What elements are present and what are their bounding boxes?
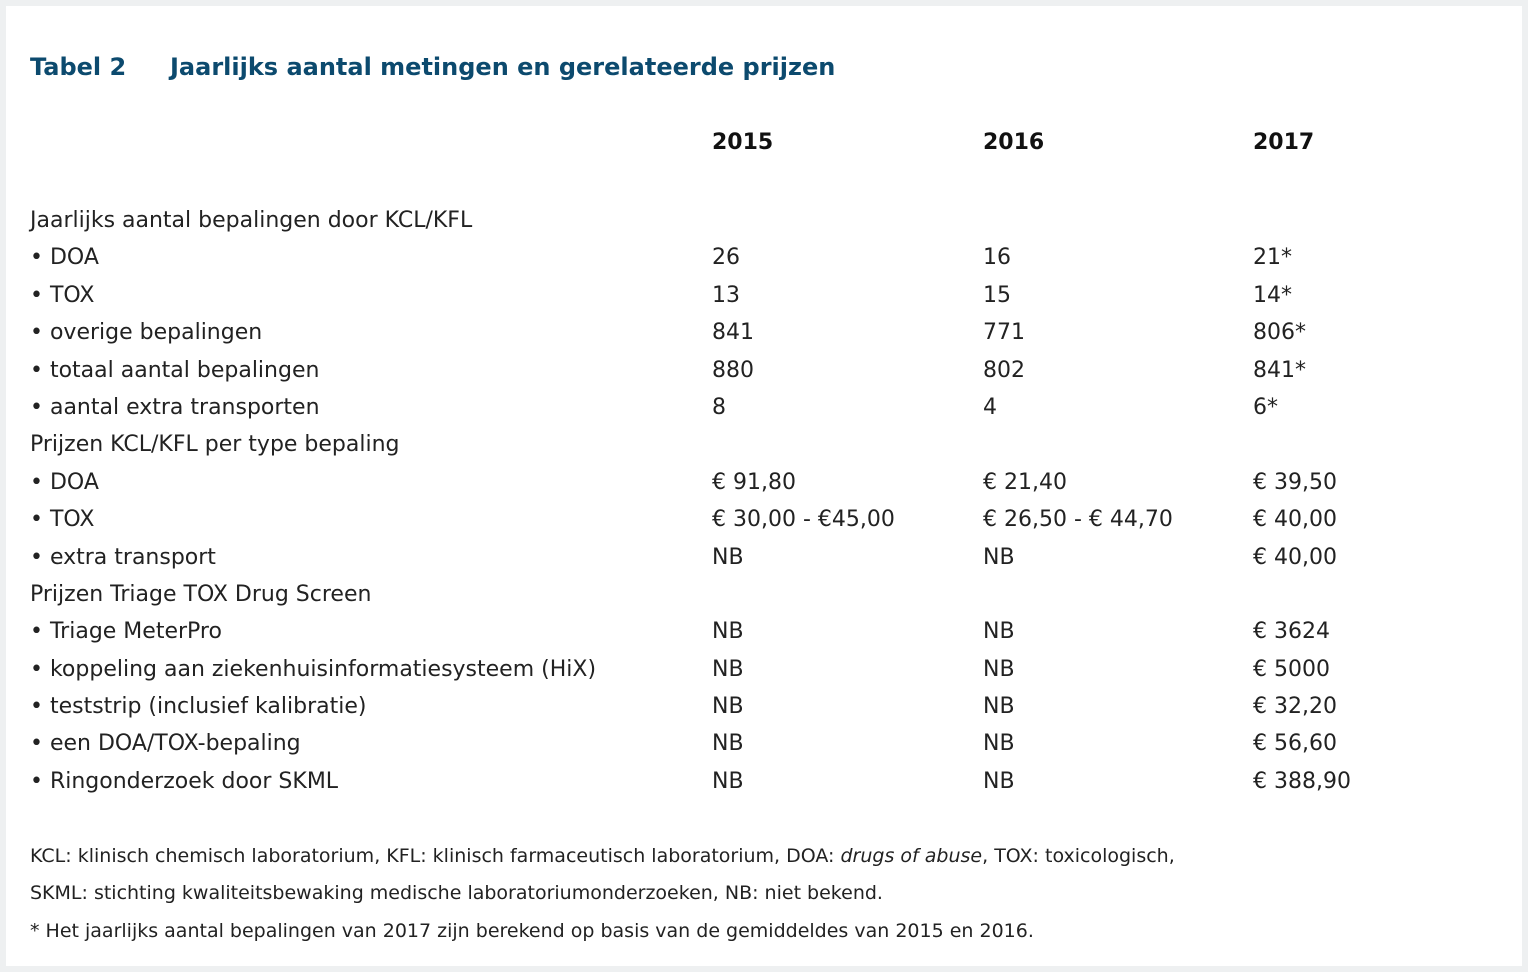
cell-2016: € 21,40 <box>983 469 1067 495</box>
cell-2017: € 39,50 <box>1253 469 1337 495</box>
row-label: • een DOA/TOX-bepaling <box>30 731 301 757</box>
cell-2015: NB <box>712 656 744 682</box>
column-header-2016: 2016 <box>983 130 1045 155</box>
row-label: • totaal aantal bepalingen <box>30 357 320 383</box>
cell-2016: 15 <box>983 282 1011 308</box>
table-title: Tabel 2 Jaarlijks aantal metingen en gere… <box>30 53 835 81</box>
row-label: • DOA <box>30 469 99 495</box>
cell-2015: NB <box>712 619 744 645</box>
cell-2015: NB <box>712 694 744 720</box>
footnote-asterisk: * Het jaarlijks aantal bepalingen van 20… <box>30 919 1034 942</box>
cell-2016: 4 <box>983 394 997 420</box>
cell-2016: NB <box>983 731 1015 757</box>
cell-2016: NB <box>983 544 1015 570</box>
cell-2015: € 91,80 <box>712 469 796 495</box>
row-label: Prijzen KCL/KFL per type bepaling <box>30 432 400 458</box>
row-label: • Ringonderzoek door SKML <box>30 768 339 794</box>
footnote-abbreviations: KCL: klinisch chemisch laboratorium, KFL… <box>30 838 1490 875</box>
table-row: Prijzen KCL/KFL per type bepaling <box>6 426 1522 463</box>
row-label: • extra transport <box>30 544 216 570</box>
cell-2017: € 56,60 <box>1253 731 1337 757</box>
footnote-italic-term: drugs of abuse <box>840 845 983 867</box>
table-row: • Ringonderzoek door SKML NB NB € 388,90 <box>6 763 1522 800</box>
row-label: • Triage MeterPro <box>30 619 222 645</box>
cell-2015: NB <box>712 768 744 794</box>
cell-2015: NB <box>712 731 744 757</box>
cell-2017: € 32,20 <box>1253 694 1337 720</box>
row-label: • koppeling aan ziekenhuisinformatiesyst… <box>30 656 597 682</box>
table-footnotes: KCL: klinisch chemisch laboratorium, KFL… <box>30 838 1490 950</box>
row-label: • aantal extra transporten <box>30 394 320 420</box>
table-row: • koppeling aan ziekenhuisinformatiesyst… <box>6 651 1522 688</box>
cell-2017: 6* <box>1253 394 1278 420</box>
table-row: • Triage MeterPro NB NB € 3624 <box>6 613 1522 650</box>
cell-2015: 8 <box>712 394 726 420</box>
column-header-2017: 2017 <box>1253 130 1315 155</box>
cell-2015: € 30,00 - €45,00 <box>712 507 895 533</box>
row-label: Jaarlijks aantal bepalingen door KCL/KFL <box>30 208 473 233</box>
row-label: Prijzen Triage TOX Drug Screen <box>30 581 372 607</box>
cell-2015: 880 <box>712 357 754 383</box>
row-label: • DOA <box>30 245 99 271</box>
table-row: • TOX 13 15 14* <box>6 277 1522 314</box>
cell-2015: 26 <box>712 245 740 271</box>
cell-2016: NB <box>983 656 1015 682</box>
table-number: Tabel 2 <box>30 53 127 81</box>
cell-2016: NB <box>983 619 1015 645</box>
footnote-abbreviations-cont: SKML: stichting kwaliteitsbewaking medis… <box>30 882 883 905</box>
cell-2017: € 40,00 <box>1253 507 1337 533</box>
table-row: • een DOA/TOX-bepaling NB NB € 56,60 <box>6 725 1522 762</box>
row-label: • teststrip (inclusief kalibratie) <box>30 694 367 720</box>
cell-2016: NB <box>983 694 1015 720</box>
table-row: • DOA 26 16 21* <box>6 239 1522 276</box>
table-panel: Tabel 2 Jaarlijks aantal metingen en gere… <box>6 6 1522 966</box>
cell-2017: € 5000 <box>1253 656 1330 682</box>
cell-2017: 841* <box>1253 357 1306 383</box>
cell-2017: € 388,90 <box>1253 768 1351 794</box>
cell-2017: € 3624 <box>1253 619 1330 645</box>
cell-2015: NB <box>712 544 744 570</box>
table-caption: Jaarlijks aantal metingen en gerelateerd… <box>170 53 836 81</box>
cell-2017: 806* <box>1253 320 1306 346</box>
cell-2015: 13 <box>712 282 740 308</box>
table-row: • totaal aantal bepalingen 880 802 841* <box>6 352 1522 389</box>
table-row: • TOX € 30,00 - €45,00 € 26,50 - € 44,70 € … <box>6 501 1522 538</box>
table-row: • aantal extra transporten 8 4 6* <box>6 389 1522 426</box>
row-label: • overige bepalingen <box>30 320 263 346</box>
cell-2017: € 40,00 <box>1253 544 1337 570</box>
cell-2016: 802 <box>983 357 1025 383</box>
footnote-text: KCL: klinisch chemisch laboratorium, KFL… <box>30 845 841 867</box>
row-label: • TOX <box>30 282 95 308</box>
cell-2017: 14* <box>1253 282 1292 308</box>
column-header-2015: 2015 <box>712 130 774 155</box>
row-label: • TOX <box>30 507 95 533</box>
cell-2016: 771 <box>983 320 1025 346</box>
table-body: Jaarlijks aantal bepalingen door KCL/KFL… <box>6 202 1522 800</box>
table-row: • teststrip (inclusief kalibratie) NB NB € … <box>6 688 1522 725</box>
table-row: • extra transport NB NB € 40,00 <box>6 539 1522 576</box>
cell-2016: NB <box>983 768 1015 794</box>
cell-2015: 841 <box>712 320 754 346</box>
footnote-text: , TOX: toxicologisch, <box>982 845 1175 867</box>
cell-2016: 16 <box>983 245 1011 271</box>
cell-2016: € 26,50 - € 44,70 <box>983 507 1173 533</box>
cell-2017: 21* <box>1253 245 1292 271</box>
table-row: Prijzen Triage TOX Drug Screen <box>6 576 1522 613</box>
table-row: • DOA € 91,80 € 21,40 € 39,50 <box>6 464 1522 501</box>
table-row: • overige bepalingen 841 771 806* <box>6 314 1522 351</box>
table-row: Jaarlijks aantal bepalingen door KCL/KFL <box>6 202 1522 239</box>
